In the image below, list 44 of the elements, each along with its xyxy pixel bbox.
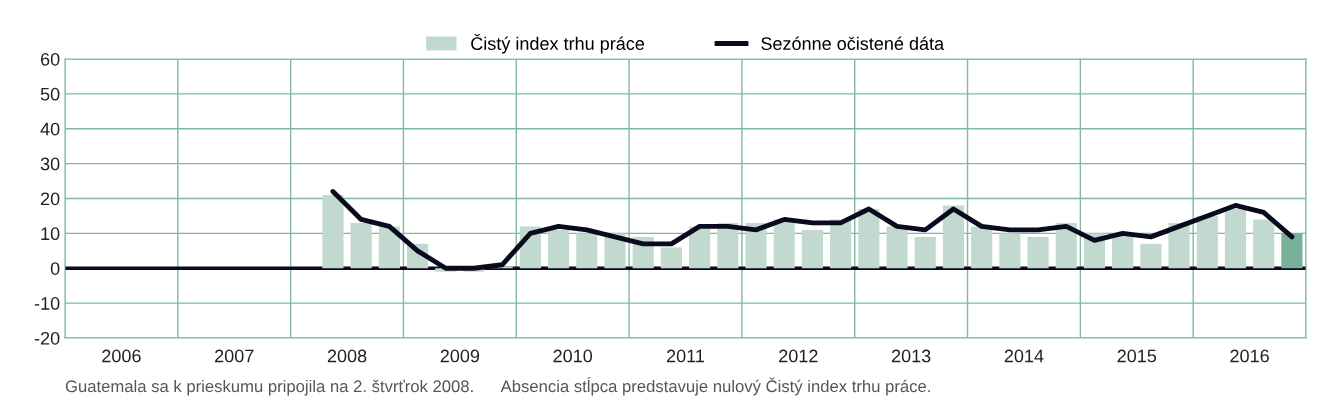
bar <box>1196 215 1218 269</box>
bar <box>942 205 965 269</box>
x-tick-label: 2011 <box>666 349 705 363</box>
bar <box>1140 243 1162 269</box>
legend-label: Sezónne očistené dáta <box>761 36 945 51</box>
bar <box>773 219 795 269</box>
x-tick-label: 2010 <box>553 349 593 363</box>
y-tick-label: -20 <box>34 331 60 345</box>
y-tick-label: 20 <box>40 192 60 206</box>
bar <box>971 226 993 269</box>
bar <box>378 226 400 269</box>
y-tick-label: 0 <box>50 262 60 275</box>
bar <box>576 233 598 269</box>
bar <box>1027 236 1049 269</box>
text: Absencia stĺpca predstavuje nulový Čistý index trhu práce. <box>500 376 930 396</box>
y-tick-label: 60 <box>40 52 60 66</box>
x-tick-label: 2014 <box>1004 349 1044 363</box>
x-tick-label: 2007 <box>215 349 254 363</box>
x-tick-label: 2013 <box>891 349 931 363</box>
bar <box>350 222 372 269</box>
y-tick-label: 30 <box>40 157 60 171</box>
x-tick-label: 2016 <box>1230 349 1269 363</box>
x-tick-label: 2006 <box>102 349 141 363</box>
text: Guatemala sa k prieskumu pripojila na 2. štvrťrok 2008. <box>65 379 473 396</box>
bar <box>858 208 880 269</box>
x-tick-label: 2008 <box>327 349 367 363</box>
bar <box>1253 219 1275 269</box>
bar <box>1224 208 1247 269</box>
bar <box>548 229 570 269</box>
bar <box>689 226 711 269</box>
y-tick-label: 50 <box>40 87 60 101</box>
y-tick-label: -10 <box>34 297 60 310</box>
bar <box>322 195 344 269</box>
x-tick-label: 2012 <box>779 349 818 363</box>
bar <box>999 233 1021 269</box>
bar <box>801 229 823 269</box>
bar <box>886 226 908 269</box>
y-tick-label: 40 <box>40 122 60 136</box>
bar <box>914 236 936 269</box>
y-tick-label: 10 <box>41 227 60 241</box>
bar <box>660 247 682 269</box>
legend-label: Čistý index trhu práce <box>471 34 645 54</box>
x-tick-label: 2009 <box>440 349 480 363</box>
x-tick-label: 2015 <box>1117 349 1157 363</box>
